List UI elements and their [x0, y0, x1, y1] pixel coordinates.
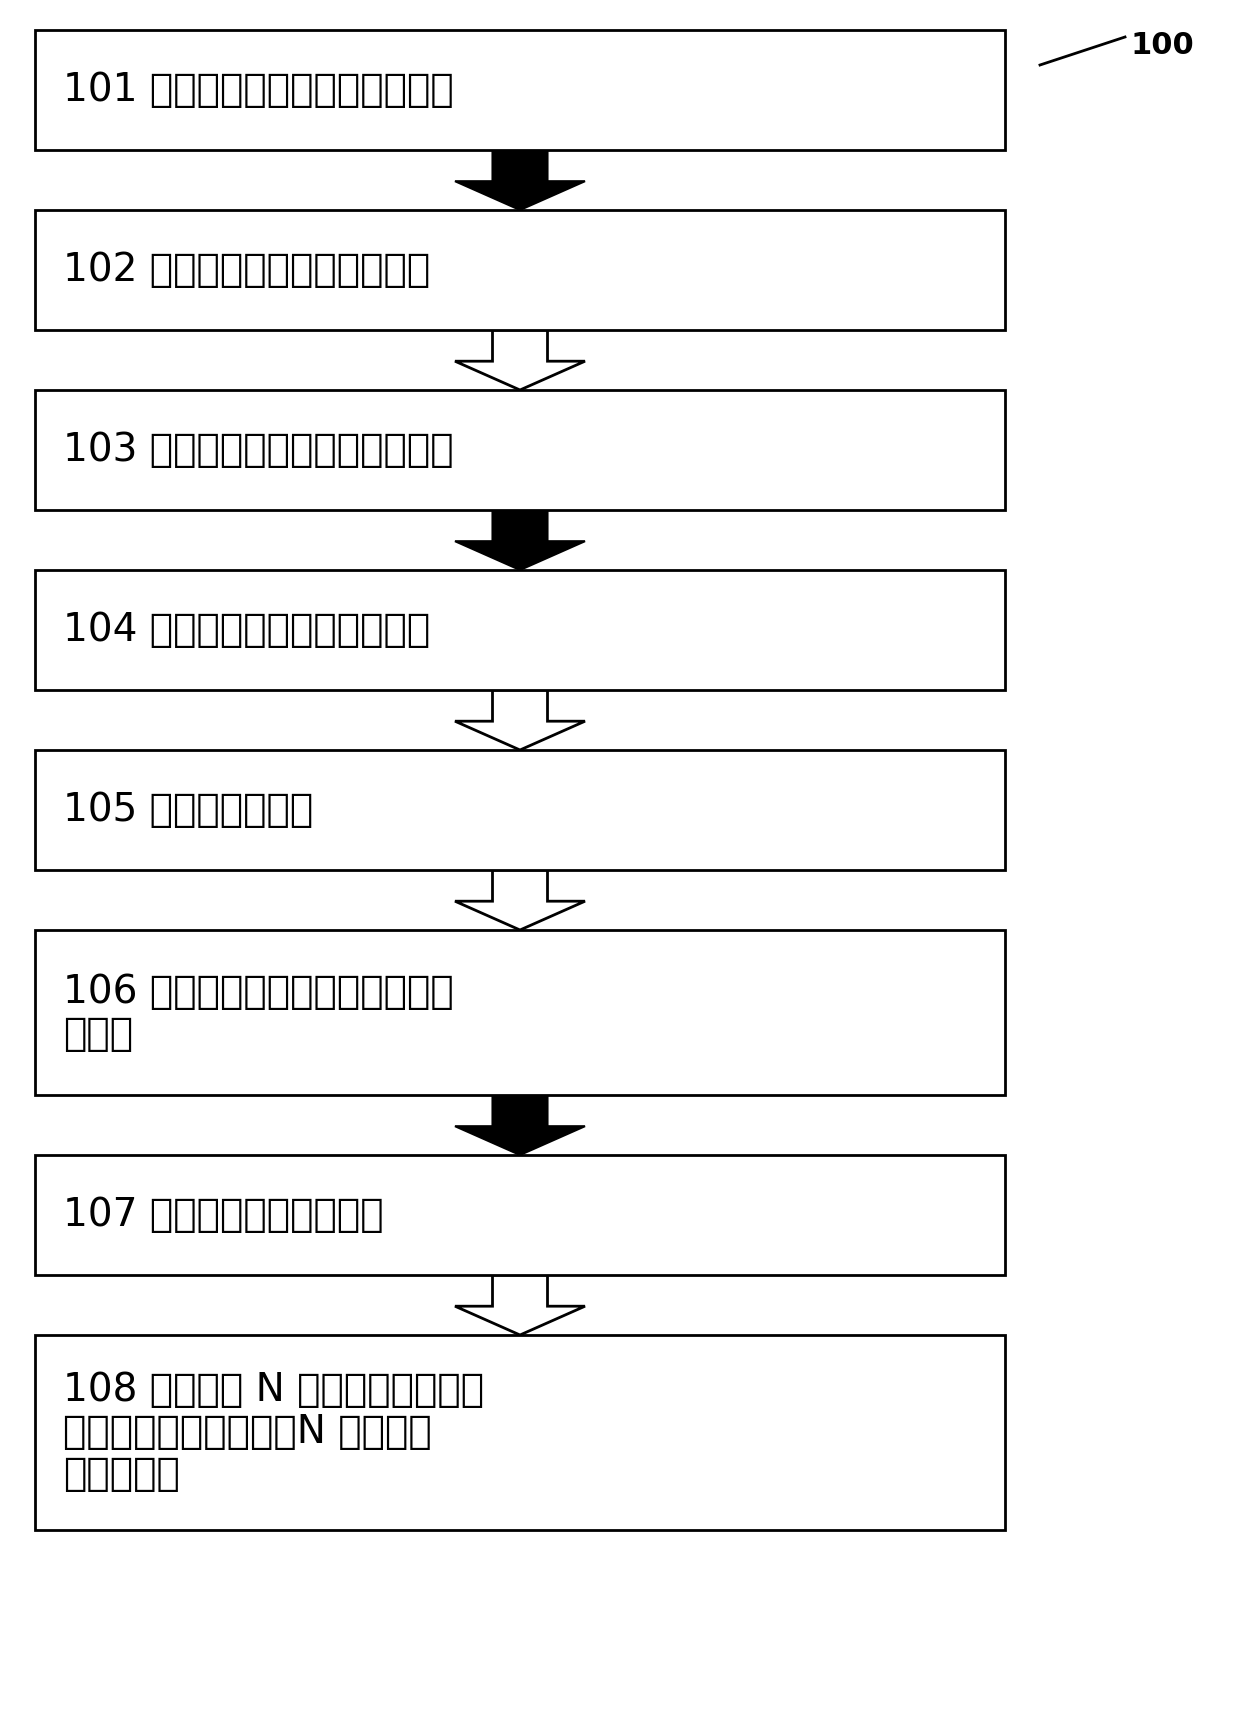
Bar	[35, 931, 1004, 1096]
Text: 102 将石墨烯施加到金属板表面: 102 将石墨烯施加到金属板表面	[63, 251, 430, 289]
Text: 103 叠合金属板，形成多板结构件: 103 叠合金属板，形成多板结构件	[63, 432, 454, 470]
Polygon shape	[455, 690, 585, 750]
Polygon shape	[455, 330, 585, 390]
Bar	[35, 210, 1004, 330]
Bar	[35, 1335, 1004, 1531]
Bar	[35, 750, 1004, 870]
Polygon shape	[455, 870, 585, 931]
Polygon shape	[455, 1096, 585, 1156]
Polygon shape	[455, 1275, 585, 1335]
Bar	[35, 390, 1004, 511]
Text: 105 扩散退火，切断: 105 扩散退火，切断	[63, 791, 314, 829]
Bar	[35, 29, 1004, 150]
Polygon shape	[455, 150, 585, 210]
Text: 结构件: 结构件	[63, 1015, 133, 1053]
Text: 100: 100	[1130, 31, 1194, 60]
Bar	[35, 569, 1004, 690]
Text: 104 对多板结构件第一道次冷轧: 104 对多板结构件第一道次冷轧	[63, 611, 430, 648]
Text: 107 第二次冷轧，扩散退火: 107 第二次冷轧，扩散退火	[63, 1195, 383, 1233]
Text: 于零的整数: 于零的整数	[63, 1455, 180, 1493]
Bar	[35, 1156, 1004, 1275]
Text: 106 切断的结构件叠加，形成叠层: 106 切断的结构件叠加，形成叠层	[63, 972, 454, 1011]
Text: 轧、扩散退火的工序，N 为大于等: 轧、扩散退火的工序，N 为大于等	[63, 1414, 432, 1452]
Text: 108 继续重复 N 次切断、叠加、冷: 108 继续重复 N 次切断、叠加、冷	[63, 1371, 484, 1409]
Text: 101 提供多个金属板（表面磨削）: 101 提供多个金属板（表面磨削）	[63, 71, 454, 108]
Polygon shape	[455, 511, 585, 569]
